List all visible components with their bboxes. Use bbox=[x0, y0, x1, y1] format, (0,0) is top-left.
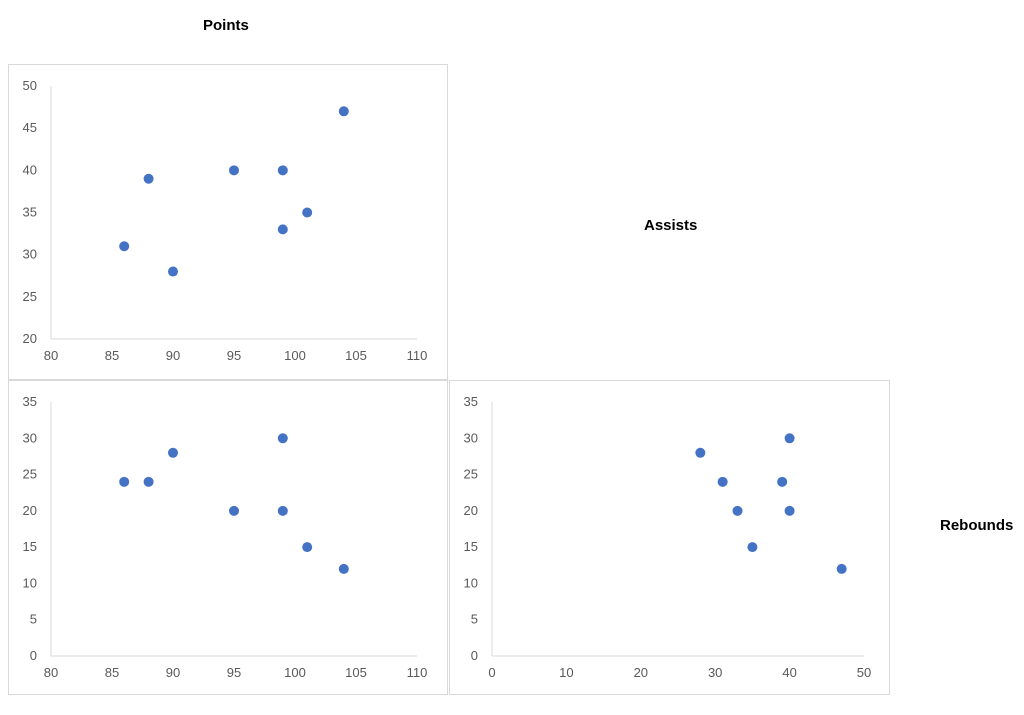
y-tick-label: 0 bbox=[30, 648, 37, 663]
data-point bbox=[277, 224, 288, 235]
data-point bbox=[747, 542, 758, 553]
x-tick-label: 10 bbox=[559, 665, 573, 680]
x-tick-label: 100 bbox=[284, 665, 306, 680]
y-tick-label: 20 bbox=[464, 503, 478, 518]
scatter-points-vs-rebounds: 0 5 10 15 20 25 30 35 80 85 90 95 100 105 110 bbox=[8, 380, 448, 695]
x-tick-label: 20 bbox=[634, 665, 648, 680]
y-tick-label: 5 bbox=[30, 612, 37, 627]
data-point bbox=[119, 241, 130, 252]
y-tick-label: 25 bbox=[464, 467, 478, 482]
x-tick-label: 40 bbox=[782, 665, 796, 680]
y-tick-label: 15 bbox=[464, 539, 478, 554]
label-rebounds: Rebounds bbox=[940, 517, 1014, 534]
x-tick-label: 50 bbox=[857, 665, 871, 680]
data-point bbox=[784, 433, 795, 444]
scatter-assists-vs-rebounds: 0 5 10 15 20 25 30 35 0 10 20 30 40 50 bbox=[449, 380, 890, 695]
y-tick-label: 10 bbox=[23, 575, 37, 590]
data-point bbox=[277, 505, 288, 516]
data-point bbox=[717, 476, 728, 487]
x-tick-label: 85 bbox=[105, 348, 119, 363]
y-tick-label: 35 bbox=[23, 394, 37, 409]
x-tick-label: 95 bbox=[227, 348, 241, 363]
data-point bbox=[229, 505, 239, 516]
x-tick-label: 0 bbox=[488, 665, 495, 680]
x-tick-label: 80 bbox=[44, 348, 58, 363]
y-tick-label: 40 bbox=[23, 162, 37, 177]
data-point bbox=[168, 266, 178, 277]
y-tick-label: 45 bbox=[23, 120, 37, 135]
data-point bbox=[338, 106, 349, 117]
y-tick-label: 20 bbox=[23, 331, 37, 346]
chart-svg: 20 25 30 35 40 45 50 80 85 90 95 100 105 110 bbox=[23, 78, 428, 363]
data-point bbox=[143, 476, 154, 487]
data-point bbox=[302, 542, 313, 553]
y-tick-label: 30 bbox=[23, 247, 37, 262]
y-tick-label: 30 bbox=[23, 430, 37, 445]
x-tick-label: 85 bbox=[105, 665, 119, 680]
x-tick-label: 110 bbox=[407, 348, 428, 363]
y-tick-label: 25 bbox=[23, 467, 37, 482]
y-tick-label: 5 bbox=[471, 612, 478, 627]
x-tick-label: 105 bbox=[345, 665, 367, 680]
y-tick-label: 10 bbox=[464, 575, 478, 590]
y-tick-label: 15 bbox=[23, 539, 37, 554]
y-tick-label: 0 bbox=[471, 648, 478, 663]
data-point bbox=[168, 447, 178, 458]
y-tick-label: 35 bbox=[464, 394, 478, 409]
data-point bbox=[277, 165, 288, 176]
data-point bbox=[784, 505, 795, 516]
scatter-points-vs-assists: 20 25 30 35 40 45 50 80 85 90 95 100 105 110 bbox=[8, 64, 448, 380]
x-tick-label: 95 bbox=[227, 665, 241, 680]
chart-svg: 0 5 10 15 20 25 30 35 0 10 20 30 40 50 bbox=[464, 394, 872, 680]
data-point bbox=[277, 433, 288, 444]
y-tick-label: 50 bbox=[23, 78, 37, 93]
y-tick-label: 30 bbox=[464, 430, 478, 445]
data-point bbox=[229, 165, 239, 176]
chart-svg: 0 5 10 15 20 25 30 35 80 85 90 95 100 105 110 bbox=[23, 394, 428, 680]
x-tick-label: 90 bbox=[166, 348, 180, 363]
y-tick-label: 35 bbox=[23, 205, 37, 220]
x-tick-label: 110 bbox=[407, 665, 428, 680]
x-tick-label: 90 bbox=[166, 665, 180, 680]
data-point bbox=[695, 447, 706, 458]
y-tick-label: 20 bbox=[23, 503, 37, 518]
data-point bbox=[119, 476, 130, 487]
label-assists: Assists bbox=[644, 217, 698, 234]
x-tick-label: 30 bbox=[708, 665, 722, 680]
data-point bbox=[302, 207, 313, 218]
data-point bbox=[777, 476, 788, 487]
x-tick-label: 80 bbox=[44, 665, 58, 680]
data-point bbox=[338, 563, 349, 574]
data-point bbox=[732, 505, 743, 516]
x-tick-label: 105 bbox=[345, 348, 367, 363]
data-point bbox=[143, 173, 154, 184]
label-points: Points bbox=[203, 17, 249, 34]
data-point bbox=[836, 563, 847, 574]
y-tick-label: 25 bbox=[23, 289, 37, 304]
x-tick-label: 100 bbox=[284, 348, 306, 363]
